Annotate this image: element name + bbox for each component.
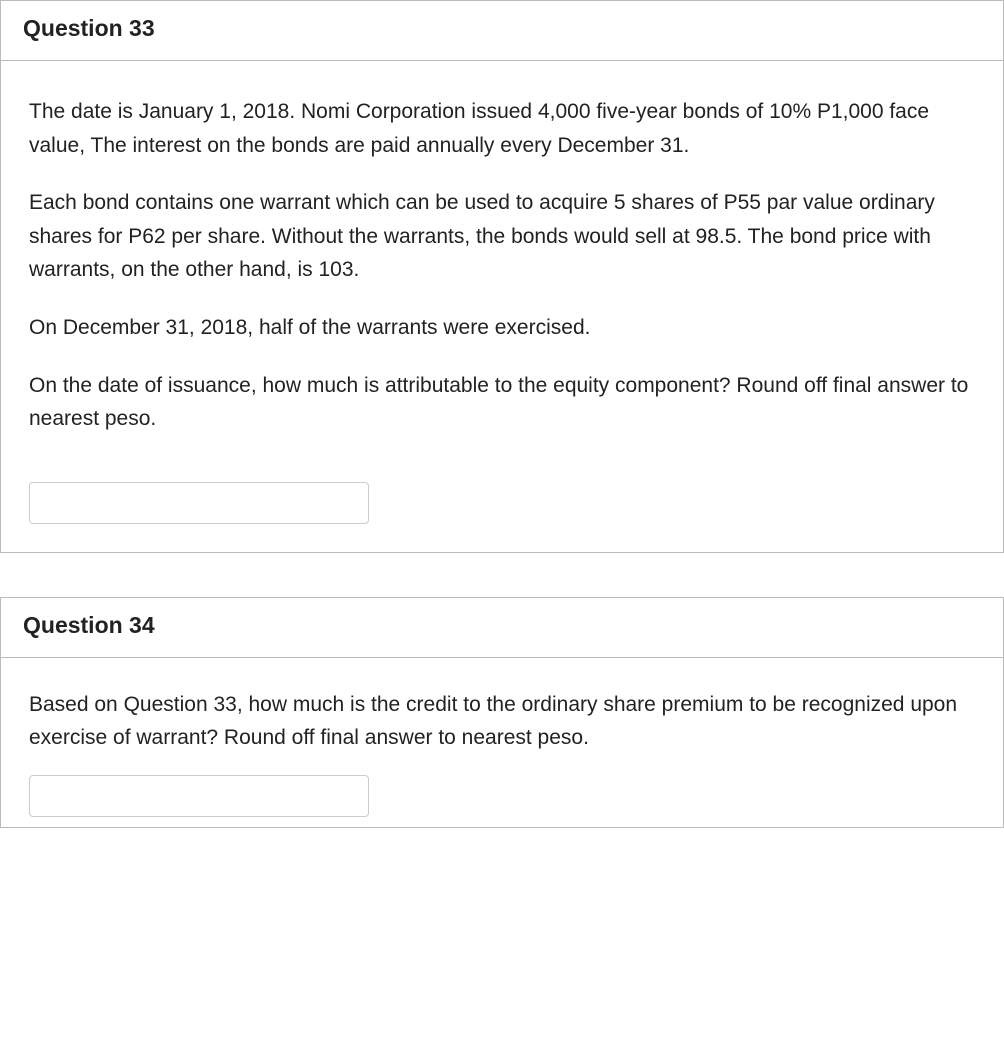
- question-34-block: Question 34 Based on Question 33, how mu…: [0, 597, 1004, 828]
- question-33-block: Question 33 The date is January 1, 2018.…: [0, 0, 1004, 553]
- question-33-title: Question 33: [23, 15, 155, 41]
- question-33-para-4: On the date of issuance, how much is att…: [29, 369, 975, 436]
- question-34-answer-input[interactable]: [29, 775, 369, 817]
- question-33-header: Question 33: [1, 1, 1003, 61]
- question-34-header: Question 34: [1, 598, 1003, 658]
- question-33-answer-input[interactable]: [29, 482, 369, 524]
- question-33-para-2: Each bond contains one warrant which can…: [29, 186, 975, 287]
- question-34-body: Based on Question 33, how much is the cr…: [1, 658, 1003, 827]
- question-33-body: The date is January 1, 2018. Nomi Corpor…: [1, 61, 1003, 552]
- question-34-title: Question 34: [23, 612, 155, 638]
- question-33-para-1: The date is January 1, 2018. Nomi Corpor…: [29, 95, 975, 162]
- question-33-para-3: On December 31, 2018, half of the warran…: [29, 311, 975, 345]
- question-34-para-1: Based on Question 33, how much is the cr…: [29, 688, 975, 755]
